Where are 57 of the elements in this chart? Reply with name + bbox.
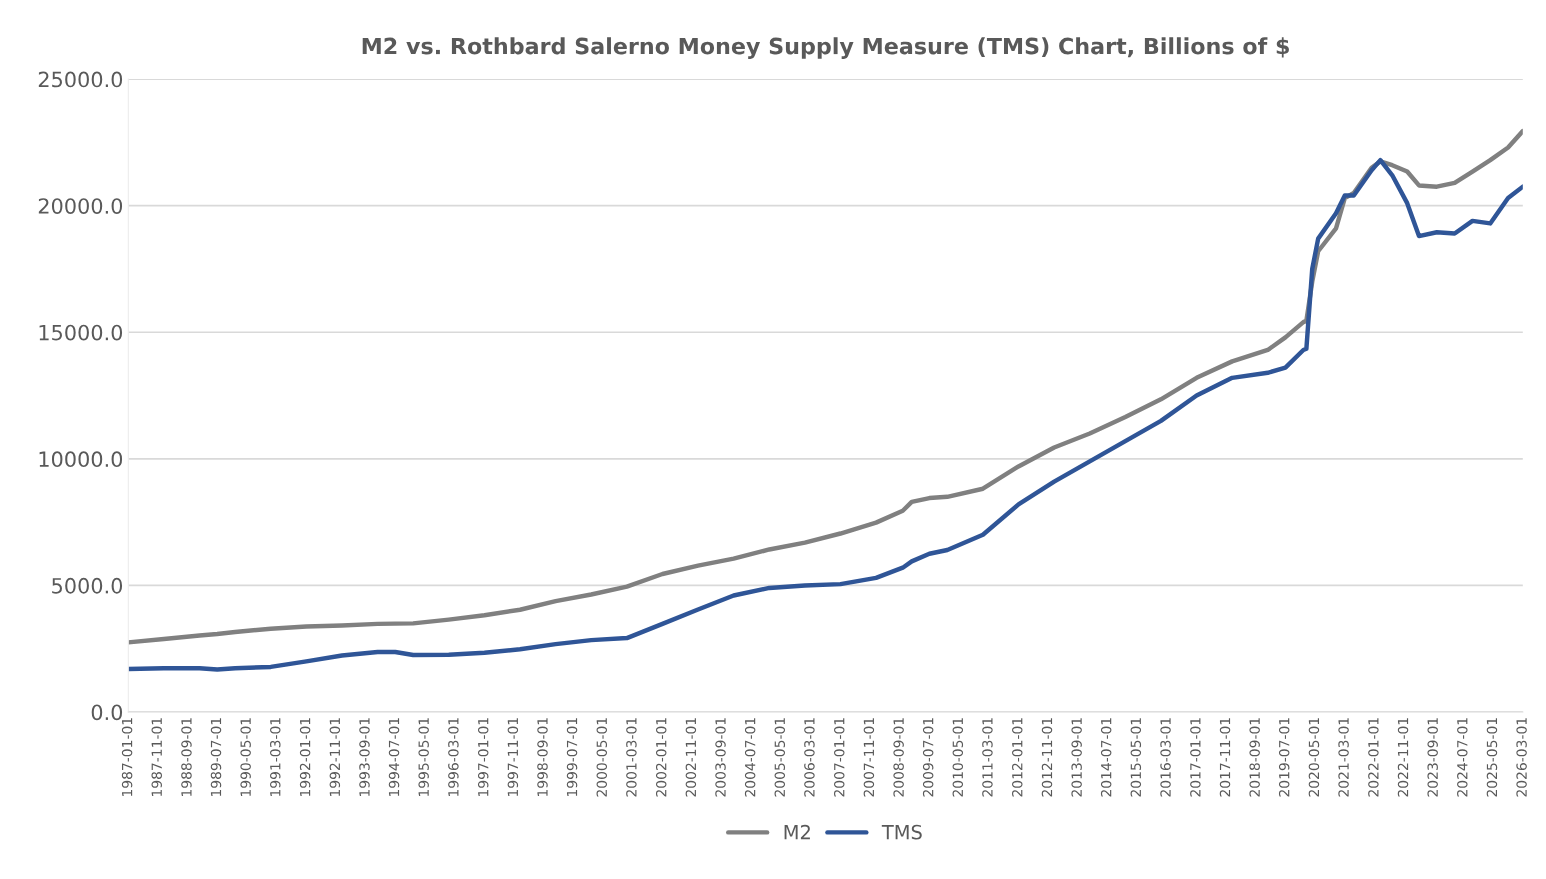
x-tick-label: 1991-03-01 (270, 718, 281, 797)
x-tick-label: 1993-09-01 (359, 718, 370, 797)
chart-title: M2 vs. Rothbard Salerno Money Supply Measure (TMS) Chart, Billions of $ (362, 37, 1289, 59)
x-tick-label: 2022-01-01 (1368, 718, 1379, 797)
x-tick-label: 2016-03-01 (1160, 718, 1171, 797)
y-tick-label: 5000.0 (52, 577, 123, 594)
x-tick-label: 2017-01-01 (1190, 718, 1201, 797)
x-tick-label: 2017-11-01 (1219, 718, 1231, 797)
y-tick-label: 10000.0 (39, 451, 123, 468)
x-tick-label: 2021-03-01 (1338, 718, 1349, 797)
x-tick-label: 2022-11-01 (1397, 718, 1409, 797)
x-tick-label: 2006-03-01 (804, 718, 815, 797)
x-tick-label: 2002-01-01 (655, 718, 667, 797)
x-tick-label: 2024-07-01 (1457, 718, 1468, 797)
x-tick-label: 1996-03-01 (448, 718, 459, 797)
x-tick-label: 2003-09-01 (715, 718, 726, 797)
x-tick-label: 2015-05-01 (1130, 718, 1142, 797)
x-tick-label: 2007-01-01 (834, 718, 845, 797)
x-tick-label: 2008-09-01 (893, 718, 904, 797)
y-tick-label: 0.0 (91, 704, 123, 721)
x-tick-label: 2014-07-01 (1100, 718, 1112, 797)
x-tick-label: 1987-11-01 (151, 718, 162, 797)
x-tick-label: 1987-01-01 (121, 718, 133, 797)
x-tick-label: 1992-11-01 (329, 718, 341, 797)
x-tick-label: 1995-05-01 (418, 718, 429, 797)
x-tick-label: 2019-07-01 (1278, 718, 1290, 797)
x-tick-label: 2007-11-01 (863, 718, 875, 797)
x-tick-label: 1997-01-01 (477, 718, 489, 797)
x-tick-label: 2001-03-01 (626, 718, 637, 797)
x-tick-label: 2009-07-01 (922, 718, 934, 797)
x-tick-label: 2004-07-01 (744, 718, 756, 797)
x-tick-label: 1992-01-01 (299, 718, 311, 797)
y-tick-label: 15000.0 (39, 324, 123, 341)
x-tick-label: 2002-11-01 (685, 718, 697, 797)
x-tick-label: 2020-05-01 (1308, 718, 1320, 797)
x-tick-label: 2013-09-01 (1071, 718, 1082, 797)
x-tick-label: 2012-11-01 (1041, 718, 1053, 797)
x-tick-label: 2012-01-01 (1012, 718, 1023, 797)
x-tick-label: 1994-07-01 (388, 718, 400, 797)
legend-label: M2 (784, 824, 810, 840)
y-tick-label: 20000.0 (38, 198, 123, 214)
x-tick-label: 2023-09-01 (1427, 718, 1438, 797)
x-tick-label: 2005-05-01 (774, 718, 786, 797)
x-tick-label: 2010-05-01 (952, 718, 964, 797)
x-tick-label: 1989-07-01 (210, 718, 222, 797)
x-tick-label: 1990-05-01 (240, 718, 251, 797)
x-tick-label: 1998-09-01 (537, 718, 548, 797)
x-tick-label: 2018-09-01 (1249, 718, 1260, 797)
x-tick-label: 2026-03-01 (1516, 718, 1527, 797)
x-tick-label: 2011-03-01 (982, 718, 993, 797)
x-tick-label: 1997-11-01 (507, 718, 519, 797)
x-tick-label: 1988-09-01 (181, 718, 192, 797)
x-tick-label: 2000-05-01 (596, 718, 608, 797)
x-tick-label: 1999-07-01 (566, 718, 578, 797)
x-tick-label: 2025-05-01 (1486, 718, 1498, 797)
legend-label: TMS (881, 824, 922, 840)
y-tick-label: 25000.0 (38, 71, 123, 88)
